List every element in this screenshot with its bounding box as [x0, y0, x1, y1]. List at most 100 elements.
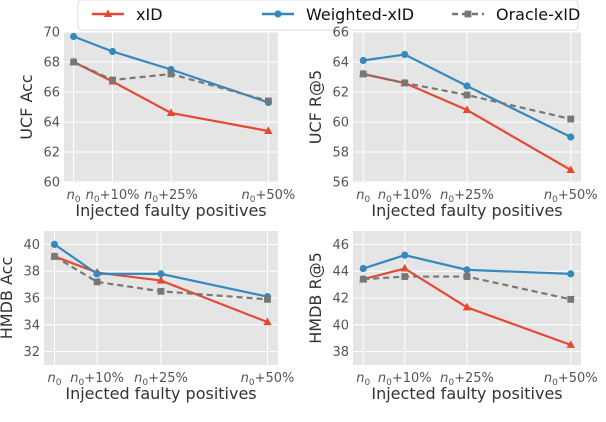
y-tick-label: 38: [23, 265, 40, 280]
x-tick-label: n0: [48, 371, 62, 388]
subplot-1: 60 62 64 66 68 70 n0 n0+10% n0+25% n0+50%Injected…: [17, 26, 295, 221]
series-line: [53, 243, 268, 298]
x-tick-label: n0+25%: [440, 188, 494, 205]
data-point: [462, 105, 472, 113]
y-tick-label: 32: [23, 345, 40, 360]
x-tick-label: n0+25%: [144, 188, 198, 205]
data-point: [401, 251, 409, 259]
x-axis-label: Injected faulty positives: [371, 201, 562, 220]
legend-marker: [103, 9, 113, 17]
data-point: [157, 287, 165, 295]
series-weighted-xid: [359, 251, 575, 278]
y-axis-label: UCF Acc: [17, 74, 36, 139]
y-tick-label: 66: [332, 26, 349, 41]
data-point: [463, 91, 471, 99]
data-point: [566, 165, 575, 173]
legend-item-xid: xID: [92, 5, 163, 24]
data-point: [166, 108, 176, 116]
series-oracle-xid: [359, 273, 575, 303]
x-tick-label: n0+25%: [134, 371, 188, 388]
series-line: [362, 267, 572, 346]
y-tick-label: 46: [332, 238, 349, 253]
y-tick-label: 60: [43, 176, 60, 191]
x-tick-label: n0: [67, 188, 81, 205]
y-tick-label: 68: [43, 56, 60, 71]
x-tick-label: n0+50%: [241, 188, 295, 205]
y-tick-label: 60: [332, 116, 349, 131]
series-oracle-xid: [51, 253, 271, 303]
y-tick-label: 36: [23, 292, 40, 307]
series-oracle-xid: [359, 70, 575, 123]
series-weighted-xid: [50, 240, 272, 301]
series-line: [363, 53, 572, 138]
legend-marker: [274, 10, 282, 18]
data-point: [566, 340, 575, 348]
data-point: [463, 266, 471, 274]
data-point: [567, 270, 575, 278]
data-point: [359, 264, 367, 273]
data-point: [401, 50, 409, 59]
y-tick-label: 64: [332, 56, 349, 71]
x-tick-label: n0+10%: [378, 371, 432, 388]
legend-item-weighted-xid: Weighted-xID: [262, 5, 414, 24]
y-tick-label: 66: [43, 86, 60, 101]
y-tick-label: 70: [43, 26, 60, 41]
data-point: [463, 82, 471, 90]
x-tick-label: n0+50%: [241, 371, 295, 388]
series-line: [362, 253, 571, 275]
data-point: [109, 76, 116, 84]
subplot-2: 56 58 60 62 64 66 n0 n0+10% n0+25% n0+50%Injected…: [306, 26, 598, 221]
data-point: [264, 295, 271, 303]
data-point: [264, 126, 273, 134]
subplot-4: 38 40 42 44 46 n0 n0+10% n0+25% n0+50%Injected f…: [306, 231, 598, 403]
data-point: [359, 70, 367, 78]
legend-label: Oracle-xID: [496, 5, 580, 24]
y-tick-label: 64: [43, 116, 60, 131]
legend-marker: [464, 10, 472, 18]
data-point: [567, 115, 575, 123]
x-tick-label: n0+25%: [440, 371, 494, 388]
legend-item-oracle-xid: Oracle-xID: [452, 5, 580, 24]
data-point: [400, 263, 409, 272]
y-tick-label: 44: [332, 265, 349, 280]
data-point: [462, 302, 472, 311]
legend-label: xID: [136, 5, 163, 24]
data-point: [108, 47, 117, 56]
y-axis-label: UCF R@5: [306, 70, 325, 144]
y-tick-label: 62: [332, 86, 349, 101]
data-point: [50, 240, 59, 248]
x-tick-label: n0: [356, 188, 370, 205]
series-line: [54, 255, 268, 324]
series-oracle-xid: [70, 58, 272, 105]
x-tick-label: n0+50%: [544, 188, 598, 205]
series-line: [363, 275, 571, 301]
data-point: [167, 70, 175, 78]
series-line: [73, 61, 269, 103]
y-tick-label: 40: [332, 318, 349, 333]
data-point: [70, 32, 78, 41]
y-tick-label: 34: [23, 318, 40, 333]
data-point: [263, 317, 272, 326]
data-point: [264, 97, 272, 105]
data-point: [70, 58, 78, 66]
y-tick-label: 56: [332, 176, 349, 191]
data-point: [93, 270, 101, 278]
data-point: [156, 275, 166, 284]
subplot-3: 32 34 36 38 40 n0 n0+10% n0+25% n0+50%Injected f…: [0, 231, 294, 403]
series-line: [363, 72, 571, 121]
series-line: [73, 35, 269, 104]
x-tick-label: n0+10%: [86, 188, 140, 205]
data-point: [157, 270, 165, 278]
data-point: [401, 79, 409, 87]
data-point: [359, 56, 367, 65]
x-axis-label: Injected faulty positives: [65, 384, 256, 403]
data-point: [51, 253, 58, 260]
y-tick-label: 58: [332, 146, 349, 161]
x-tick-label: n0+10%: [378, 188, 432, 205]
y-tick-label: 40: [23, 238, 40, 253]
x-tick-label: n0+50%: [544, 371, 598, 388]
data-point: [567, 295, 575, 303]
data-point: [463, 273, 471, 280]
y-axis-label: HMDB Acc: [0, 257, 16, 339]
series-weighted-xid: [359, 50, 575, 141]
